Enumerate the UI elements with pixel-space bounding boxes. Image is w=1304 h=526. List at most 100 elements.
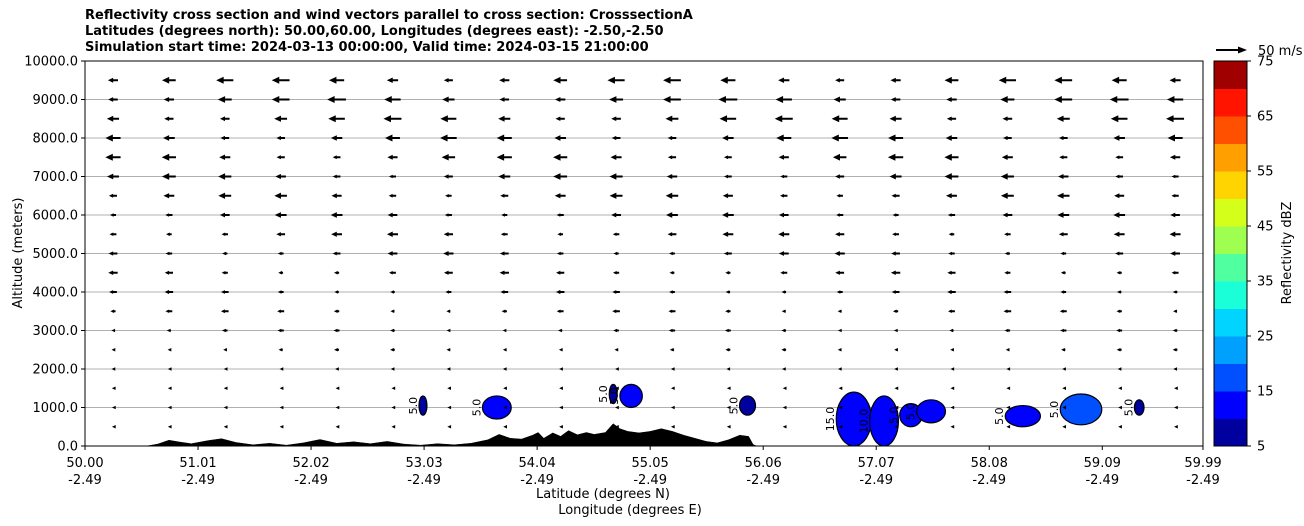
wind-vector-head (335, 367, 339, 371)
wind-vector-head (781, 367, 786, 371)
x-tick-label-lon: -2.49 (407, 473, 441, 488)
wind-vector-head (781, 348, 786, 352)
contour-label: 5.0 (407, 397, 420, 415)
wind-vector-head (835, 270, 840, 275)
wind-vector-head (835, 78, 840, 83)
x-tick-label-lon: -2.49 (181, 473, 215, 488)
wind-vector-head (947, 289, 952, 295)
grid-layer (85, 99, 1203, 408)
wind-vector-head (555, 116, 561, 122)
wind-vector-head (220, 290, 225, 294)
wind-vector-head (496, 153, 505, 161)
wind-vector-head (890, 77, 896, 83)
wind-vector-head (503, 405, 507, 410)
wind-vector-head (950, 405, 955, 410)
wind-vector-head (1058, 173, 1064, 180)
colorbar-bin (1214, 363, 1247, 392)
wind-vector-head (163, 96, 170, 103)
wind-vector-head (274, 192, 281, 199)
wind-vector-head (333, 328, 338, 333)
wind-vector-head (447, 405, 452, 410)
wind-vector-head (330, 135, 337, 141)
wind-vector-head (781, 290, 786, 294)
wind-vector-head (1060, 290, 1065, 294)
wind-vector-head (1110, 115, 1119, 123)
colorbar-bin (1214, 171, 1247, 199)
wind-vector-head (948, 309, 952, 313)
wind-vector-head (612, 232, 617, 236)
wind-vector-head (219, 212, 225, 218)
colorbar-tick-label: 45 (1257, 220, 1274, 235)
wind-vector-head (1004, 251, 1009, 256)
wind-vector-head (1116, 290, 1121, 294)
wind-vector-head (333, 271, 338, 275)
wind-vector-head (498, 115, 505, 122)
wind-vector-head (1171, 174, 1176, 179)
y-axis: 0.0 1000.0 2000.0 3000.0 4000.0 5000.0 6000.0 7… (24, 55, 85, 455)
wind-vector-head (276, 232, 281, 237)
wind-vector-head (558, 348, 563, 352)
wind-vector-head (838, 405, 843, 410)
wind-vector-head (111, 425, 116, 429)
wind-vector-layer (105, 76, 1185, 429)
wind-vector-head (106, 173, 114, 180)
wind-vector-head (726, 405, 731, 410)
wind-vector-head (894, 425, 899, 429)
wind-vector-head (166, 232, 170, 236)
wind-vector-head (1005, 348, 1010, 352)
wind-vector-head (669, 290, 673, 294)
wind-vector-head (387, 251, 393, 256)
wind-vector-head (1060, 328, 1064, 333)
wind-vector-head (167, 405, 172, 410)
wind-vector-head (276, 155, 281, 160)
wind-vector-head (165, 213, 170, 217)
wind-vector-head (669, 251, 673, 256)
wind-vector-head (1171, 193, 1176, 198)
wind-vector-head (223, 348, 227, 352)
wind-vector-head (334, 290, 339, 294)
y-tick-label: 5000.0 (33, 247, 79, 262)
quiver-key (1216, 46, 1247, 54)
wind-vector-head (327, 96, 335, 103)
wind-vector-head (611, 116, 617, 122)
wind-vector-head (1167, 134, 1175, 142)
wind-vector-head (328, 76, 337, 84)
wind-vector-head (1174, 386, 1178, 390)
wind-vector-head (387, 154, 393, 160)
wind-vector-head (894, 348, 898, 352)
wind-vector-head (720, 76, 728, 84)
terrain-layer (85, 423, 1203, 446)
wind-vector-head (445, 290, 450, 294)
wind-vector-head (1058, 232, 1064, 237)
y-tick-label: 2000.0 (33, 363, 79, 378)
colorbar-bin (1214, 391, 1247, 419)
wind-vector-head (837, 348, 842, 352)
wind-vector-head (335, 405, 340, 410)
wind-vector-head (554, 96, 561, 103)
y-axis-label: Altitude (meters) (11, 198, 26, 309)
wind-vector-head (723, 174, 729, 179)
reflectivity-cell (608, 383, 618, 405)
wind-vector-head (1118, 386, 1122, 390)
wind-vector-head (615, 425, 619, 429)
wind-vector-head (778, 251, 784, 256)
wind-vector-head (443, 78, 449, 83)
wind-vector-head (500, 290, 505, 294)
colorbar-bin (1214, 253, 1247, 282)
wind-vector-head (390, 348, 394, 352)
wind-vector-head (217, 96, 226, 103)
wind-vector-head (1109, 96, 1118, 103)
contour-label: 5.0 (470, 399, 483, 417)
wind-vector-head (163, 193, 170, 199)
wind-vector-head (670, 405, 675, 410)
colorbar-bin (1214, 143, 1247, 172)
wind-vector-head (554, 135, 561, 141)
wind-vector-head (108, 97, 114, 102)
wind-vector-head (274, 115, 281, 122)
terrain-profile (85, 423, 1203, 446)
wind-vector-head (384, 134, 393, 142)
wind-vector-head (446, 309, 451, 313)
wind-vector-head (332, 174, 337, 179)
wind-vector-head (221, 232, 226, 236)
wind-vector-head (1113, 212, 1120, 218)
